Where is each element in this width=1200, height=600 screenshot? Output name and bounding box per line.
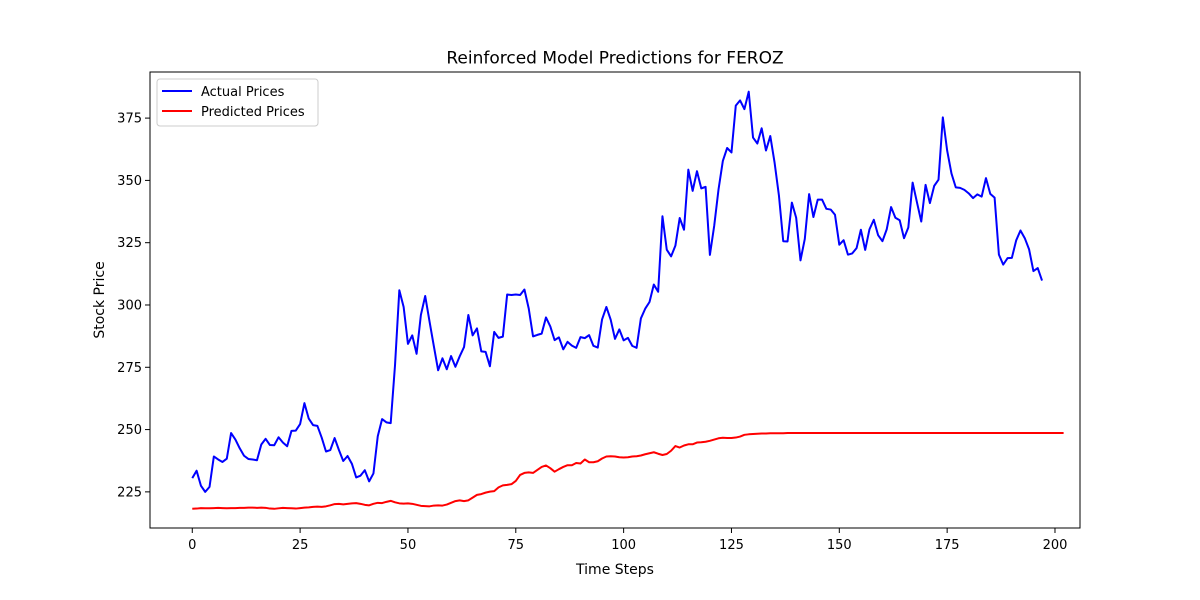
x-tick-label: 175	[935, 538, 960, 553]
x-tick-label: 125	[719, 538, 744, 553]
y-tick-label: 325	[117, 236, 142, 251]
plot-area-frame	[149, 71, 1081, 529]
y-tick-label: 275	[117, 361, 142, 376]
y-tick-label: 350	[117, 174, 142, 189]
x-tick-label: 75	[508, 538, 525, 553]
x-tick-label: 200	[1043, 538, 1068, 553]
series-line-actual	[191, 90, 1043, 493]
x-axis-label: Time Steps	[575, 562, 654, 578]
chart-title: Reinforced Model Predictions for FEROZ	[446, 49, 783, 69]
x-tick-label: 25	[292, 538, 309, 553]
y-tick-label: 225	[117, 485, 142, 500]
legend-label-actual: Actual Prices	[201, 85, 285, 100]
y-tick-label: 375	[117, 112, 142, 127]
legend-label-predicted: Predicted Prices	[201, 105, 305, 120]
x-tick-label: 50	[400, 538, 417, 553]
x-tick-label: 100	[611, 538, 636, 553]
y-tick-label: 300	[117, 298, 142, 313]
legend-box	[156, 78, 319, 127]
y-tick-label: 250	[117, 423, 142, 438]
series-line-predicted	[192, 432, 1064, 510]
y-axis-label: Stock Price	[92, 261, 108, 338]
x-tick-label: 150	[827, 538, 852, 553]
x-tick-label: 0	[188, 538, 196, 553]
legend: Actual Prices Predicted Prices	[156, 78, 319, 127]
